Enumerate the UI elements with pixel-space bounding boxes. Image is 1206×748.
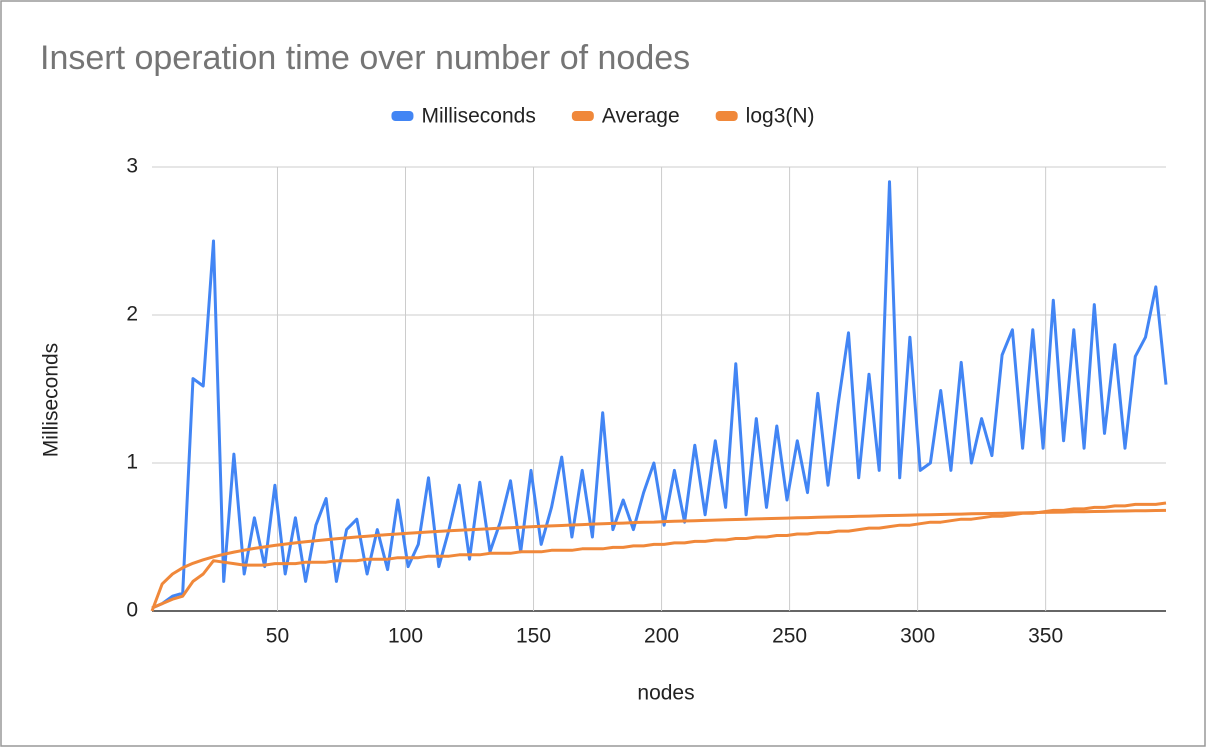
legend-swatch <box>571 111 594 121</box>
legend-swatch <box>715 111 738 121</box>
data-line <box>150 508 1167 612</box>
data-line <box>151 501 1167 610</box>
y-tick-label: 0 <box>126 599 138 622</box>
legend-swatch <box>391 111 414 121</box>
y-tick-label: 3 <box>126 155 138 178</box>
x-tick-label: 150 <box>516 625 551 648</box>
legend-label: Milliseconds <box>421 105 535 128</box>
legend: Milliseconds Average log3(N) <box>391 105 815 128</box>
y-tick-label: 2 <box>126 303 138 326</box>
x-tick-label: 300 <box>900 625 935 648</box>
x-tick-label: 200 <box>644 625 679 648</box>
x-tick-label: 100 <box>388 625 423 648</box>
x-tick-label: 350 <box>1028 625 1063 648</box>
x-tick-label: 250 <box>772 625 807 648</box>
y-axis-label: Milliseconds <box>40 343 63 457</box>
legend-label: Average <box>602 105 680 128</box>
legend-label: log3(N) <box>746 105 815 128</box>
chart-title: Insert operation time over number of nod… <box>40 39 690 77</box>
x-axis-label: nodes <box>637 682 694 705</box>
plot <box>150 180 1168 612</box>
data-line <box>151 180 1168 610</box>
y-tick-label: 1 <box>126 451 138 474</box>
x-tick-label: 50 <box>266 625 289 648</box>
